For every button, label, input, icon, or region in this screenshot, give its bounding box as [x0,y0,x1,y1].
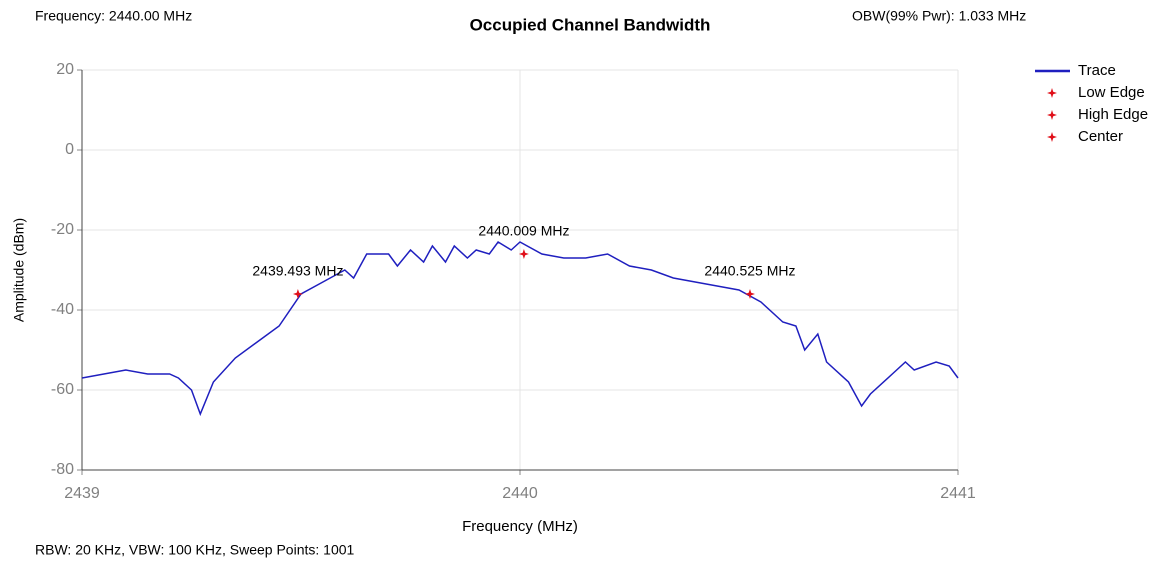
frequency-readout: Frequency: 2440.00 MHz [35,8,192,24]
y-axis-label: Amplitude (dBm) [11,218,27,322]
sweep-settings: RBW: 20 KHz, VBW: 100 KHz, Sweep Points:… [35,542,355,558]
x-tick-label: 2440 [502,485,538,502]
legend-label: Trace [1078,62,1116,79]
marker [292,289,303,299]
legend-label: Low Edge [1078,84,1145,101]
marker-label: 2440.525 MHz [704,263,795,279]
legend-swatch [1047,132,1057,142]
legend-swatch [1047,88,1057,98]
y-tick-label: -20 [51,221,74,238]
marker [518,249,529,259]
trace [81,241,959,417]
y-tick-label: -60 [51,381,74,398]
x-tick-label: 2439 [64,485,100,502]
y-tick-label: -80 [51,461,74,478]
obw-readout: OBW(99% Pwr): 1.033 MHz [852,8,1026,24]
legend-label: Center [1078,128,1123,145]
chart-title: Occupied Channel Bandwidth [470,15,711,34]
y-tick-label: 0 [65,141,74,158]
y-tick-label: 20 [56,61,74,78]
x-axis-label: Frequency (MHz) [462,518,578,535]
marker-label: 2439.493 MHz [252,263,343,279]
marker [745,289,755,299]
marker-label: 2440.009 MHz [478,223,569,239]
legend-label: High Edge [1078,106,1148,123]
x-tick-label: 2441 [940,485,976,502]
legend-swatch [1047,110,1057,120]
y-tick-label: -40 [51,301,74,318]
